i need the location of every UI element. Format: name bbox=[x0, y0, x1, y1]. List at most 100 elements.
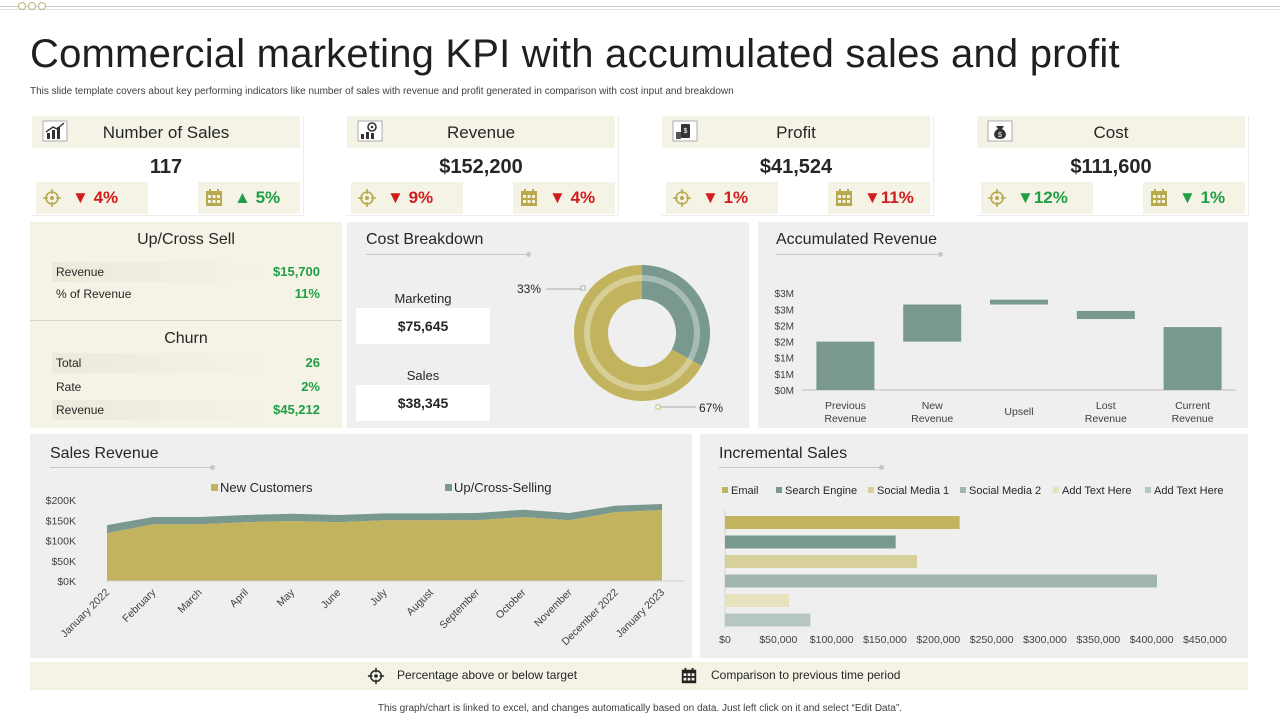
kpi-period-cell: ▼ 1% bbox=[1143, 182, 1245, 214]
hbar bbox=[725, 555, 917, 568]
svg-text:$: $ bbox=[998, 132, 1002, 139]
period-legend-text: Comparison to previous time period bbox=[711, 668, 901, 682]
legend-label: Email bbox=[731, 485, 759, 497]
waterfall-bar bbox=[903, 304, 962, 342]
area-series-upcross bbox=[107, 504, 662, 534]
legend-swatch bbox=[1145, 487, 1151, 493]
x-tick-label: September bbox=[437, 586, 482, 631]
kpi-target-cell: ▼ 1% bbox=[666, 182, 778, 214]
calendar-icon bbox=[521, 189, 537, 206]
calendar-icon bbox=[1151, 189, 1167, 206]
title-underline bbox=[719, 465, 884, 470]
upcross-churn-panel: Up/Cross Sell Revenue $15,700 % of Revenu… bbox=[30, 222, 342, 428]
cost-breakdown-title: Cost Breakdown bbox=[366, 231, 484, 248]
x-tick-label: $100,000 bbox=[810, 634, 854, 646]
calendar-icon bbox=[836, 189, 852, 206]
churn-row: Rate 2% bbox=[56, 379, 320, 394]
x-tick-label: $350,000 bbox=[1076, 634, 1120, 646]
slice-label: 33% bbox=[517, 282, 541, 296]
kpi-period-change: ▼ 4% bbox=[549, 188, 596, 207]
x-tick-label: August bbox=[404, 587, 436, 619]
hbar bbox=[725, 516, 960, 529]
kpi-target-cell: ▼12% bbox=[981, 182, 1093, 214]
x-tick-label: October bbox=[493, 586, 528, 621]
x-tick-label: $250,000 bbox=[970, 634, 1014, 646]
y-tick-label: $1M bbox=[775, 370, 794, 381]
x-tick-label: June bbox=[319, 587, 344, 612]
legend-label: Social Media 2 bbox=[969, 485, 1041, 497]
x-tick-label: $0 bbox=[719, 634, 731, 646]
upcross-row: Revenue $15,700 bbox=[52, 262, 326, 282]
kpi-card-revenue[interactable]: Revenue $152,200 ▼ 9% ▼ 4% bbox=[347, 116, 619, 216]
money-bag-icon: $ bbox=[987, 120, 1013, 142]
y-tick-label: $2M bbox=[775, 338, 794, 349]
y-tick-label: $0M bbox=[775, 386, 794, 397]
y-tick-label: $150K bbox=[46, 515, 76, 527]
kpi-value: 117 bbox=[149, 156, 183, 178]
kpi-target-cell: ▼ 9% bbox=[351, 182, 463, 214]
upcross-row: % of Revenue 11% bbox=[56, 286, 320, 301]
title-underline bbox=[776, 252, 943, 257]
x-tick-label: Current Revenue bbox=[1172, 400, 1214, 425]
churn-row: Total 26 bbox=[52, 353, 326, 373]
kpi-period-cell: ▲ 5% bbox=[198, 182, 300, 214]
churn-title: Churn bbox=[164, 330, 208, 347]
x-tick-label: $300,000 bbox=[1023, 634, 1067, 646]
top-rule-secondary bbox=[0, 9, 1280, 10]
kpi-period-change: ▼ 1% bbox=[1179, 188, 1226, 207]
target-legend-text: Percentage above or below target bbox=[397, 668, 578, 682]
kpi-card-cost[interactable]: $ Cost $111,600 ▼12% ▼ 1% bbox=[977, 116, 1249, 216]
y-tick-label: $3M bbox=[775, 289, 794, 300]
kpi-label: Cost bbox=[1093, 123, 1129, 142]
marketing-label: Marketing bbox=[394, 291, 452, 306]
kpi-card-profit[interactable]: $ Profit $41,524 ▼ 1% ▼11% bbox=[662, 116, 934, 216]
x-tick-label: New Revenue bbox=[911, 400, 953, 425]
legend-swatch bbox=[211, 484, 218, 491]
target-icon bbox=[43, 189, 61, 207]
waterfall-chart: $0M $1M $1M $2M $2M $3M $3M Previous Revenue New R… bbox=[775, 289, 1236, 425]
x-tick-label: April bbox=[228, 587, 251, 610]
kpi-header: Revenue bbox=[347, 116, 615, 148]
upcross-title: Up/Cross Sell bbox=[137, 231, 235, 248]
target-icon bbox=[673, 189, 691, 207]
legend-label: New Customers bbox=[220, 480, 313, 495]
target-icon bbox=[367, 667, 385, 685]
x-tick-label: Upsell bbox=[1004, 406, 1033, 418]
hbar bbox=[725, 574, 1157, 588]
revenue-gear-icon bbox=[357, 120, 383, 142]
profit-icon: $ bbox=[672, 120, 698, 142]
y-tick-label: $200K bbox=[46, 495, 76, 507]
kpi-header: $ Profit bbox=[662, 116, 930, 148]
kpi-period-change: ▼11% bbox=[864, 188, 914, 207]
accumulated-revenue-title: Accumulated Revenue bbox=[776, 231, 937, 248]
footer-note: This graph/chart is linked to excel, and… bbox=[377, 703, 903, 714]
incremental-sales-title: Incremental Sales bbox=[719, 445, 848, 462]
kpi-period-change: ▲ 5% bbox=[234, 188, 281, 207]
kpi-card-sales[interactable]: Number of Sales 117 ▼ 4% ▲ 5% bbox=[32, 116, 304, 216]
y-tick-label: $2M bbox=[775, 321, 794, 332]
x-tick-label: March bbox=[175, 587, 204, 616]
x-tick-label: $150,000 bbox=[863, 634, 907, 646]
sales-area-chart: $0K $50K $100K $150K $200K January 2022 Februa… bbox=[46, 480, 685, 648]
target-icon bbox=[988, 189, 1006, 207]
kpi-label: Profit bbox=[776, 123, 816, 142]
kpi-label: Number of Sales bbox=[102, 123, 230, 142]
legend-swatch bbox=[722, 487, 728, 493]
hbar bbox=[725, 535, 896, 549]
legend-label: Social Media 1 bbox=[877, 485, 949, 497]
kpi-period-cell: ▼ 4% bbox=[513, 182, 615, 214]
y-tick-label: $0K bbox=[57, 576, 76, 588]
page-subtitle: This slide template covers about key per… bbox=[30, 86, 734, 97]
x-tick-label: February bbox=[120, 586, 159, 625]
x-tick-label: January 2022 bbox=[59, 587, 113, 641]
legend-swatch bbox=[776, 487, 782, 493]
x-tick-label: Lost Revenue bbox=[1085, 400, 1127, 425]
label-marker bbox=[580, 285, 586, 291]
decorative-dots bbox=[18, 2, 46, 10]
footer-legend: Percentage above or below target Compari… bbox=[30, 662, 1248, 690]
kpi-value: $152,200 bbox=[439, 156, 523, 178]
area-series-new-customers bbox=[107, 510, 662, 581]
waterfall-bar bbox=[990, 299, 1048, 305]
hbar bbox=[725, 594, 789, 607]
donut-slice bbox=[574, 265, 702, 401]
